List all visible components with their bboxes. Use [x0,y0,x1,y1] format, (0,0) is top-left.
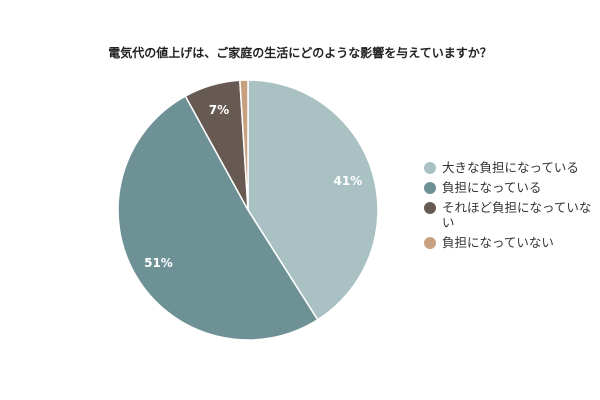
legend-item: 大きな負担になっている [424,160,600,175]
legend-item: 負担になっていない [424,235,600,250]
legend-label: 負担になっていない [442,235,554,250]
legend: 大きな負担になっている 負担になっているそれほど負担になっていない負担になっていな… [424,160,600,255]
legend-label: 負担になっている [442,180,542,195]
legend-item: 負担になっている [424,180,600,195]
legend-swatch [424,237,436,249]
pie-slice [117,95,319,341]
legend-swatch [424,182,436,194]
legend-swatch [424,202,436,214]
legend-label: 大きな負担になっている [442,160,579,175]
chart-title: 電気代の値上げは、ご家庭の生活にどのような影響を与えていますか？ [108,46,492,60]
slice-label: 7% [209,103,229,117]
slice-label: 41% [334,174,363,188]
legend-item: それほど負担になっていない [424,200,600,230]
pie-slice [239,79,249,211]
legend-label: それほど負担になっていない [442,200,592,230]
legend-swatch [424,162,436,174]
slice-label: 51% [144,256,173,270]
